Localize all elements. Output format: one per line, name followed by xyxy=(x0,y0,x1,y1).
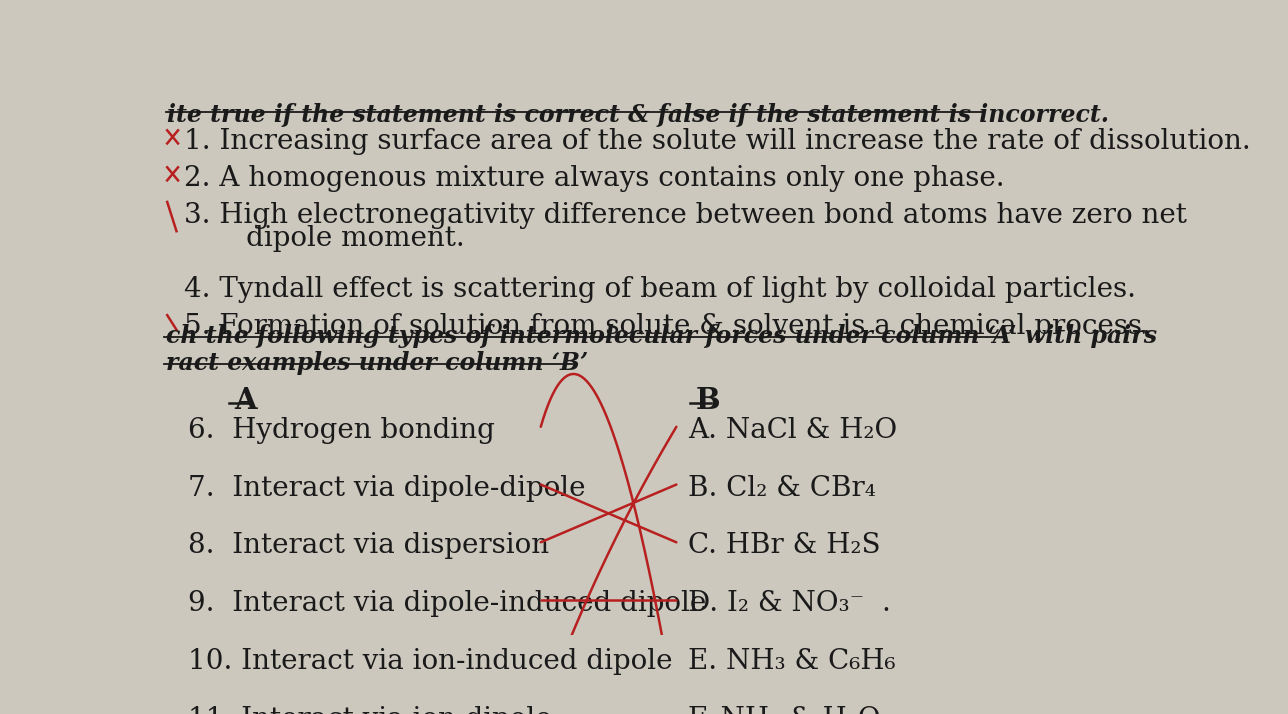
Text: 11. Interact via ion-dipole: 11. Interact via ion-dipole xyxy=(188,705,551,714)
Text: A. NaCl & H₂O: A. NaCl & H₂O xyxy=(688,417,898,444)
Text: 1. Increasing surface area of the solute will increase the rate of dissolution.: 1. Increasing surface area of the solute… xyxy=(184,128,1251,155)
Text: F. NH₃ & H₂O: F. NH₃ & H₂O xyxy=(688,705,881,714)
Text: 9.  Interact via dipole-induced dipole: 9. Interact via dipole-induced dipole xyxy=(188,590,706,617)
Text: ract examples under column ‘B’: ract examples under column ‘B’ xyxy=(166,351,587,376)
Text: 6.  Hydrogen bonding: 6. Hydrogen bonding xyxy=(188,417,495,444)
Text: dipole moment.: dipole moment. xyxy=(184,225,465,252)
Text: E. NH₃ & C₆H₆: E. NH₃ & C₆H₆ xyxy=(688,648,895,675)
Text: 4. Tyndall effect is scattering of beam of light by colloidal particles.: 4. Tyndall effect is scattering of beam … xyxy=(184,276,1136,303)
Text: D. I₂ & NO₃⁻  .: D. I₂ & NO₃⁻ . xyxy=(688,590,891,617)
Text: A: A xyxy=(234,386,258,415)
Text: C. HBr & H₂S: C. HBr & H₂S xyxy=(688,532,881,559)
Text: 8.  Interact via dispersion: 8. Interact via dispersion xyxy=(188,532,549,559)
Text: B. Cl₂ & CBr₄: B. Cl₂ & CBr₄ xyxy=(688,475,876,501)
Text: B: B xyxy=(696,386,720,415)
Text: 10. Interact via ion-induced dipole: 10. Interact via ion-induced dipole xyxy=(188,648,672,675)
Text: 7.  Interact via dipole-dipole: 7. Interact via dipole-dipole xyxy=(188,475,586,501)
Text: ch the following types of intermolecular forces under column ‘A’ with pairs: ch the following types of intermolecular… xyxy=(166,324,1157,348)
Text: ite true if the statement is correct & false if the statement is incorrect.: ite true if the statement is correct & f… xyxy=(167,103,1109,126)
Text: 2. A homogenous mixture always contains only one phase.: 2. A homogenous mixture always contains … xyxy=(184,165,1005,192)
Text: 3. High electronegativity difference between bond atoms have zero net: 3. High electronegativity difference bet… xyxy=(184,202,1188,229)
Text: 5. Formation of solution from solute & solvent is a chemical process.: 5. Formation of solution from solute & s… xyxy=(184,313,1151,340)
